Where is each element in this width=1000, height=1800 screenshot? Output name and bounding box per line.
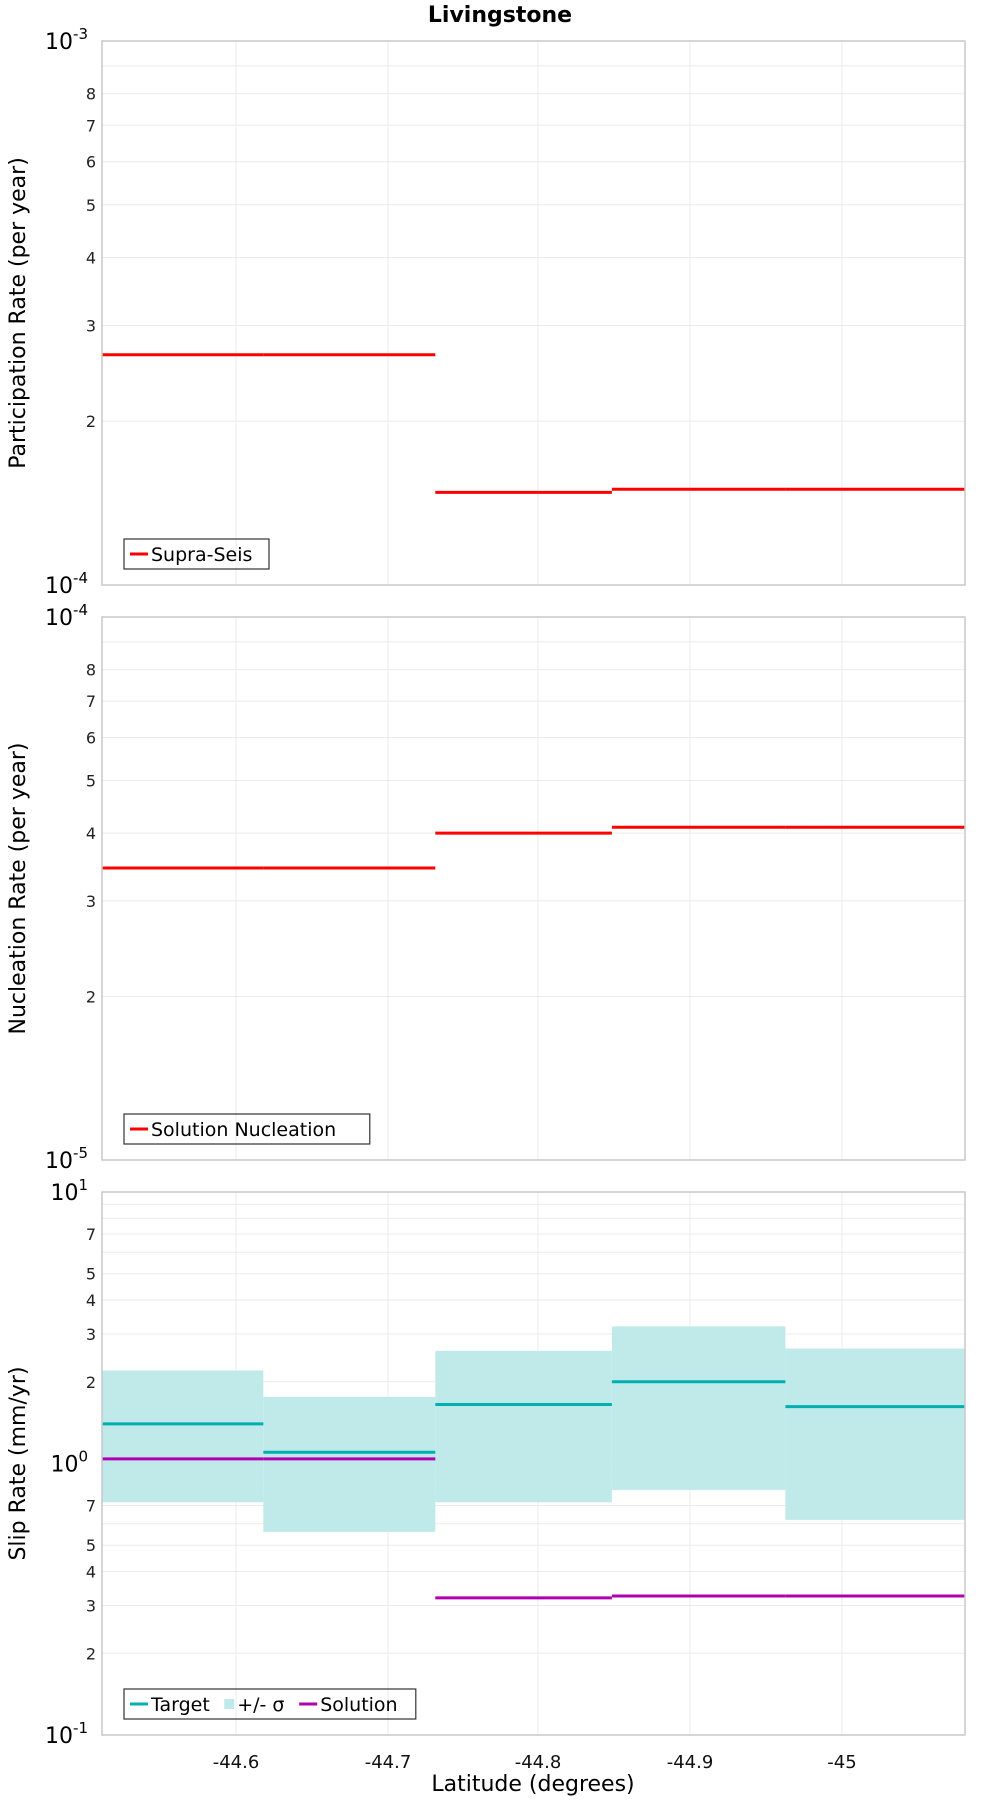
legend-item-target: Target [130,1694,210,1716]
x-tick-label: -44.8 [515,1752,562,1773]
y-tick-label: 2 [86,1373,96,1392]
legend-frame [123,1113,371,1145]
x-tick-label: -44.6 [213,1752,260,1773]
y-tick-label: 4 [86,1291,96,1310]
y-tick-label: 5 [86,1536,96,1555]
sigma-band-segment [611,1326,786,1490]
legend-item-solution-nucleation: Solution Nucleation [130,1119,336,1141]
y-tick-label: 5 [86,196,96,215]
x-tick-label: -44.9 [667,1752,714,1773]
legend-label: +/- σ [237,1694,284,1716]
sigma-band-segment [102,1370,264,1503]
plot-frame [101,40,966,586]
sigma-band-segment [435,1350,612,1503]
y-tick-label: 2 [86,412,96,431]
series-solution-nucleation [102,825,965,870]
legend-label: Solution [320,1694,397,1716]
figure-title: Livingstone [428,3,572,28]
y-axis-label: Nucleation Rate (per year) [6,743,31,1035]
y-tick-label: 6 [86,728,96,747]
series-target [102,1380,965,1454]
y-tick-label: 8 [86,85,96,104]
y-decade-label: 101 [50,1176,88,1206]
panels: 2 3 4 5 6 7 8 10-3 10-4 Participation Rate (per y… [6,25,966,1773]
legend-item--: +/- σ [224,1694,284,1716]
legend-label: Target [150,1694,210,1716]
y-tick-label: 4 [86,248,96,267]
y-axis-label: Slip Rate (mm/yr) [6,1366,31,1560]
plot-frame [101,1191,966,1736]
legend-label: Solution Nucleation [151,1119,336,1141]
y-decade-label: 10-4 [45,569,88,599]
y-decade-label: 100 [50,1448,88,1478]
plot-frame [101,616,966,1161]
sigma-band [102,1326,965,1532]
y-decade-label: 10-5 [45,1144,88,1174]
y-tick-label: 2 [86,1644,96,1663]
sigma-band-segment [785,1348,965,1520]
y-tick-label: 4 [86,1563,96,1582]
panel-2: 2 3 4 5 6 7 8 10-4 10-5 Nucleation Rate (per year… [6,601,966,1174]
y-tick-label: 5 [86,1265,96,1284]
y-tick-label: 3 [86,892,96,911]
legend-swatch [224,1699,235,1709]
legend-label: Supra-Seis [151,544,252,566]
y-decade-label: 10-4 [45,601,88,631]
sigma-band-segment [263,1396,436,1532]
gridlines [102,617,965,1160]
series-supra-seis [102,353,965,494]
y-tick-label: 6 [86,153,96,172]
legend-frame [123,538,270,570]
y-tick-label: 4 [86,824,96,843]
legend: Solution Nucleation [123,1113,371,1145]
y-tick-label: 3 [86,316,96,335]
legend-frame [123,1688,417,1720]
legend-item-solution: Solution [299,1694,398,1716]
y-axis-label: Participation Rate (per year) [6,157,31,469]
x-axis-label: Latitude (degrees) [431,1772,634,1797]
x-tick-label: -44.7 [365,1752,412,1773]
y-tick-label: 8 [86,661,96,680]
y-tick-label: 7 [86,1225,96,1244]
panel-3: 2 3 4 5 7 2 3 4 5 7 101 100 10-1 Slip Rate (mm/yr) -44… [6,1176,966,1773]
gridlines [102,41,965,585]
y-decade-label: 10-3 [45,25,88,55]
y-tick-label: 3 [86,1325,96,1344]
y-tick-label: 7 [86,116,96,135]
legend: Target +/- σ Solution [123,1688,417,1720]
legend-item-supra-seis: Supra-Seis [130,544,252,566]
x-tick-label: -45 [827,1752,856,1773]
y-tick-label: 5 [86,771,96,790]
legend: Supra-Seis [123,538,270,570]
panel-1: 2 3 4 5 6 7 8 10-3 10-4 Participation Rate (per y… [6,25,966,599]
y-tick-label: 2 [86,988,96,1007]
y-tick-label: 7 [86,1497,96,1516]
y-tick-label: 3 [86,1596,96,1615]
y-decade-label: 10-1 [45,1719,88,1749]
series-solution [102,1457,965,1600]
y-tick-label: 7 [86,692,96,711]
